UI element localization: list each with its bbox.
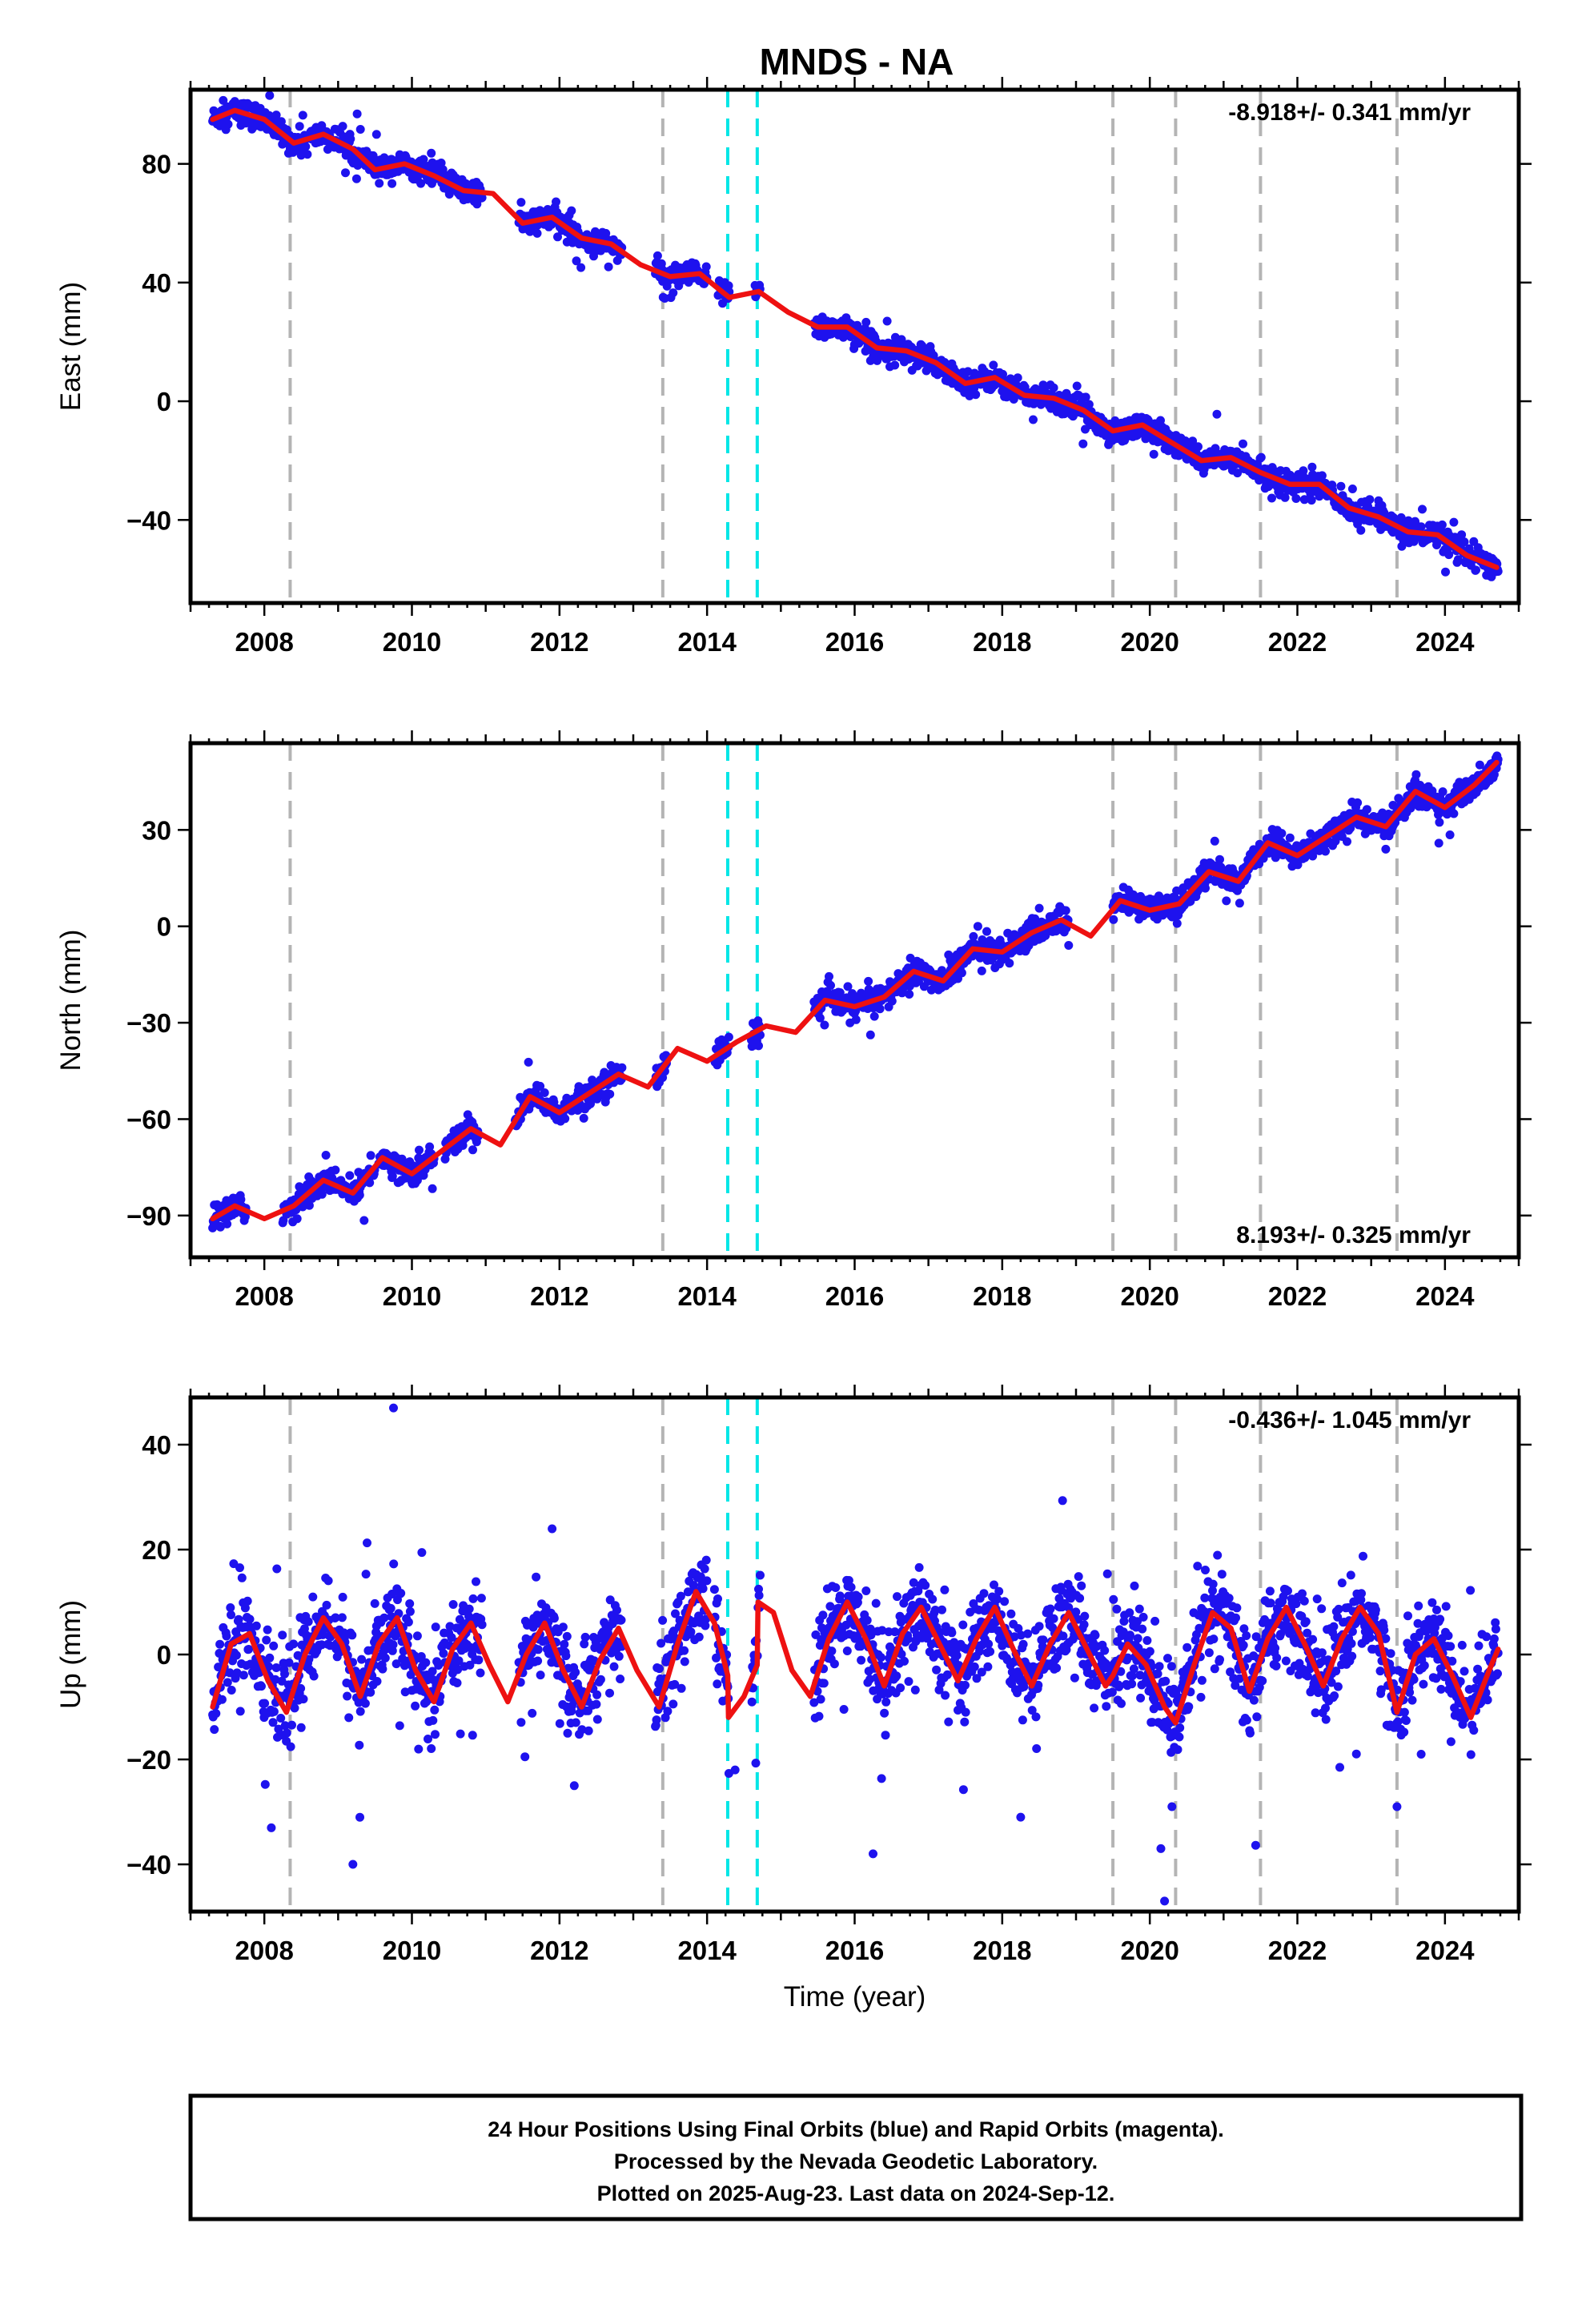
y-tick-label: −40: [126, 1850, 171, 1880]
x-tick-label: 2022: [1268, 627, 1327, 657]
y-tick-label: −90: [126, 1201, 171, 1231]
footer-box: 24 Hour Positions Using Final Orbits (bl…: [188, 2093, 1524, 2221]
x-tick-label: 2008: [235, 627, 293, 657]
x-tick-label: 2018: [973, 627, 1031, 657]
x-tick-label: 2012: [530, 627, 588, 657]
x-tick-label: 2014: [677, 1281, 737, 1311]
x-tick-label: 2020: [1120, 1281, 1178, 1311]
x-tick-label: 2022: [1268, 1281, 1327, 1311]
plot-area: [208, 1397, 1503, 1912]
plot-area: [208, 743, 1503, 1257]
x-tick-label: 2008: [235, 1281, 293, 1311]
x-tick-label: 2014: [677, 1936, 737, 1965]
x-tick-label: 2010: [383, 1281, 441, 1311]
y-tick-label: 40: [142, 268, 171, 298]
x-tick-label: 2010: [383, 627, 441, 657]
east-panel: 2008 2010 2012 2014 2016 2018 2020 2022 2024 80 40…: [55, 77, 1532, 657]
x-tick-label: 2022: [1268, 1936, 1327, 1965]
x-axis-label: Time (year): [784, 1981, 926, 2012]
x-tick-label: 2016: [825, 1936, 884, 1965]
y-tick-label: 20: [142, 1535, 171, 1565]
y-tick-label: 80: [142, 150, 171, 179]
x-tick-label: 2016: [825, 627, 884, 657]
y-tick-label: 0: [157, 387, 171, 416]
y-tick-label: 0: [157, 1640, 171, 1670]
velocity-rate-label: -0.436+/- 1.045 mm/yr: [1228, 1407, 1471, 1433]
footer-line-1: 24 Hour Positions Using Final Orbits (bl…: [488, 2117, 1224, 2141]
plot-area: [208, 90, 1503, 603]
y-axis-label: North (mm): [55, 930, 86, 1072]
footer-line-2: Processed by the Nevada Geodetic Laborat…: [614, 2149, 1098, 2173]
footer-line-3: Plotted on 2025-Aug-23. Last data on 202…: [597, 2181, 1115, 2205]
y-tick-label: 40: [142, 1430, 171, 1460]
figure-title: MNDS - NA: [760, 41, 954, 82]
x-tick-label: 2018: [973, 1936, 1031, 1965]
y-tick-label: −40: [126, 505, 171, 535]
velocity-rate-label: 8.193+/- 0.325 mm/yr: [1236, 1222, 1471, 1248]
model-fit-curve: [210, 759, 1500, 1222]
x-tick-label: 2012: [530, 1281, 588, 1311]
x-tick-label: 2018: [973, 1281, 1031, 1311]
daily-position-points: [208, 1403, 1503, 1906]
x-tick-label: 2024: [1415, 627, 1475, 657]
footer-frame: [188, 2093, 1524, 2221]
y-tick-label: 30: [142, 815, 171, 845]
x-tick-label: 2010: [383, 1936, 441, 1965]
x-tick-label: 2020: [1120, 627, 1178, 657]
x-tick-label: 2014: [677, 627, 737, 657]
model-fit-curve: [210, 107, 1500, 570]
y-axis-label: East (mm): [55, 282, 86, 411]
x-tick-label: 2024: [1415, 1936, 1475, 1965]
x-tick-label: 2016: [825, 1281, 884, 1311]
x-tick-label: 2012: [530, 1936, 588, 1965]
up-panel: 2008 2010 2012 2014 2016 2018 2020 2022 2024 40 20…: [55, 1385, 1532, 2012]
model-fit-curve: [210, 1589, 1501, 1726]
velocity-rate-label: -8.918+/- 0.341 mm/yr: [1228, 99, 1471, 126]
north-panel: 2008 2010 2012 2014 2016 2018 2020 2022 2024 30 0 −…: [55, 730, 1532, 1311]
x-tick-label: 2020: [1120, 1936, 1178, 1965]
y-tick-label: −20: [126, 1745, 171, 1775]
y-axis-label: Up (mm): [55, 1600, 86, 1709]
daily-position-points: [208, 90, 1503, 581]
x-tick-label: 2024: [1415, 1281, 1475, 1311]
y-tick-label: −30: [126, 1008, 171, 1038]
y-tick-label: −60: [126, 1104, 171, 1134]
x-tick-label: 2008: [235, 1936, 293, 1965]
y-tick-label: 0: [157, 912, 171, 942]
